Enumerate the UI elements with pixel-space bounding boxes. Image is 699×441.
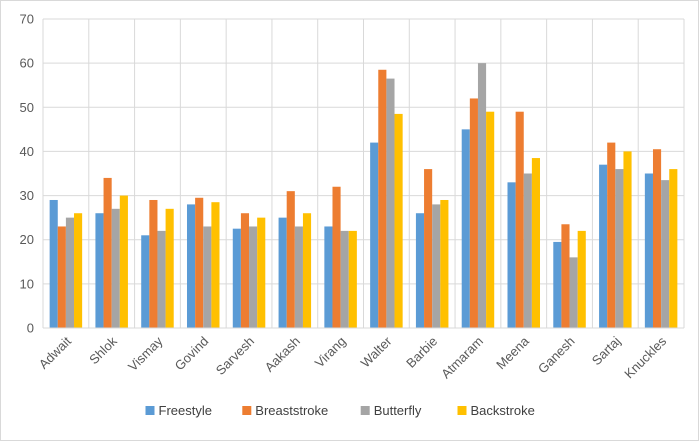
- bar-breaststroke: [149, 199, 158, 328]
- bar-backstroke: [623, 151, 632, 328]
- bar-freestyle: [507, 182, 516, 328]
- y-tick-label: 70: [20, 12, 34, 27]
- y-tick-label: 20: [20, 232, 34, 247]
- bar-butterfly: [203, 226, 212, 328]
- bar-freestyle: [370, 142, 379, 328]
- bar-backstroke: [119, 195, 128, 328]
- x-tick-label: Govind: [172, 334, 212, 374]
- legend-swatch-freestyle: [145, 406, 155, 415]
- x-tick-label: Sartaj: [589, 333, 624, 368]
- bar-breaststroke: [424, 169, 433, 328]
- bar-freestyle: [141, 235, 150, 328]
- legend-label-backstroke: Backstroke: [471, 403, 535, 418]
- bar-breaststroke: [240, 213, 250, 328]
- bar-freestyle: [599, 164, 608, 328]
- bar-backstroke: [74, 213, 83, 328]
- bar-butterfly: [111, 208, 120, 328]
- bar-freestyle: [95, 213, 104, 328]
- bar-butterfly: [294, 226, 303, 328]
- y-tick-label: 50: [20, 100, 34, 115]
- bar-backstroke: [211, 202, 220, 328]
- x-tick-label: Barbie: [403, 334, 440, 371]
- bar-breaststroke: [57, 226, 66, 328]
- y-tick-label: 0: [27, 321, 34, 336]
- y-tick-label: 60: [20, 56, 34, 71]
- bar-freestyle: [415, 213, 425, 328]
- bar-freestyle: [553, 241, 562, 328]
- legend-swatch-breaststroke: [242, 406, 252, 415]
- bar-butterfly: [157, 230, 166, 328]
- y-tick-label: 40: [20, 144, 34, 159]
- bar-breaststroke: [378, 69, 387, 328]
- bar-breaststroke: [195, 197, 204, 328]
- bar-butterfly: [249, 226, 258, 328]
- bar-freestyle: [324, 226, 333, 328]
- legend-swatch-butterfly: [360, 406, 370, 415]
- x-tick-label: Aakash: [262, 334, 303, 375]
- bar-freestyle: [644, 173, 653, 328]
- bar-backstroke: [531, 158, 541, 328]
- bar-freestyle: [461, 129, 470, 328]
- bar-backstroke: [394, 113, 403, 329]
- x-tick-label: Ganesh: [535, 334, 578, 377]
- legend-swatch-backstroke: [457, 406, 467, 415]
- x-tick-label: Atmaram: [438, 334, 486, 382]
- bar-backstroke: [302, 213, 312, 328]
- x-tick-label: Adwait: [36, 333, 74, 371]
- bar-backstroke: [348, 230, 357, 328]
- x-tick-label: Knuckles: [621, 333, 669, 381]
- bar-butterfly: [477, 63, 487, 329]
- bar-freestyle: [278, 217, 287, 328]
- bar-freestyle: [49, 199, 58, 328]
- bar-butterfly: [615, 169, 624, 328]
- legend-label-butterfly: Butterfly: [374, 403, 422, 418]
- bar-breaststroke: [103, 177, 112, 328]
- x-tick-label: Shlok: [86, 333, 120, 367]
- bar-butterfly: [432, 204, 441, 328]
- bar-butterfly: [569, 257, 578, 328]
- bar-butterfly: [661, 180, 670, 328]
- bar-freestyle: [232, 228, 241, 328]
- bar-backstroke: [577, 230, 586, 328]
- bar-breaststroke: [469, 98, 478, 328]
- bar-breaststroke: [332, 186, 341, 328]
- bar-backstroke: [486, 111, 495, 328]
- bar-backstroke: [440, 199, 449, 328]
- bar-backstroke: [669, 169, 678, 328]
- legend-label-breaststroke: Breaststroke: [255, 403, 328, 418]
- y-tick-label: 30: [20, 188, 34, 203]
- x-tick-label: Sarvesh: [213, 334, 257, 378]
- bar-backstroke: [165, 208, 174, 328]
- bar-freestyle: [186, 204, 196, 328]
- x-tick-label: Meena: [493, 333, 532, 372]
- bar-butterfly: [65, 217, 75, 328]
- bar-butterfly: [340, 230, 349, 328]
- bar-breaststroke: [561, 224, 570, 328]
- bar-breaststroke: [286, 191, 295, 328]
- legend-label-freestyle: Freestyle: [159, 403, 212, 418]
- bar-breaststroke: [515, 111, 524, 328]
- x-tick-label: Virang: [312, 334, 349, 371]
- y-tick-label: 10: [20, 276, 34, 291]
- x-tick-label: Walter: [358, 333, 395, 370]
- bar-breaststroke: [607, 142, 616, 328]
- bar-backstroke: [257, 217, 266, 328]
- bar-breaststroke: [652, 149, 662, 328]
- x-tick-label: Vismay: [125, 333, 166, 374]
- bar-butterfly: [386, 78, 395, 328]
- bar-butterfly: [523, 173, 532, 328]
